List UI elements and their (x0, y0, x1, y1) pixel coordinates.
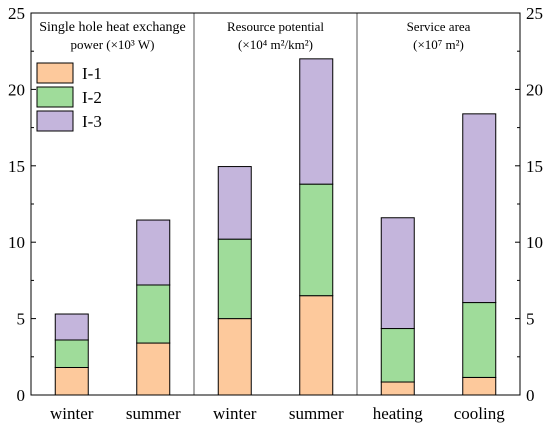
group-labels: Single hole heat exchange power (×10³ W) R… (39, 19, 470, 52)
right-tick-label: 20 (526, 80, 543, 99)
plot-frame (30, 12, 521, 396)
legend: I-1 I-2 I-3 (36, 62, 102, 132)
bar-i-3-5 (462, 113, 497, 304)
bar-i-2-2 (217, 238, 252, 320)
left-tick-label: 15 (8, 157, 25, 176)
left-y-axis: 0 5 10 15 20 25 (8, 4, 36, 405)
left-tick-label: 25 (8, 4, 25, 23)
x-tick-label: cooling (454, 404, 505, 423)
group-dividers (193, 13, 358, 395)
bars (54, 58, 497, 396)
x-tick-label: heating (373, 404, 424, 423)
bar-i-1-2 (217, 318, 252, 396)
legend-label: I-3 (82, 112, 102, 131)
bar-i-3-2 (217, 166, 252, 240)
left-tick-label: 0 (17, 386, 26, 405)
bar-i-1-1 (136, 342, 171, 396)
group-label-line1: Resource potential (227, 19, 324, 34)
bar-i-2-0 (54, 339, 89, 368)
x-tick-label: winter (50, 404, 94, 423)
x-tick-label: winter (213, 404, 257, 423)
bar-i-3-0 (54, 313, 89, 341)
bar-i-2-4 (380, 328, 415, 383)
left-tick-label: 10 (8, 233, 25, 252)
right-tick-label: 25 (526, 4, 543, 23)
bar-i-3-3 (299, 58, 334, 185)
x-tick-label: summer (126, 404, 181, 423)
group-label-line1: Single hole heat exchange (39, 20, 186, 35)
bar-i-3-1 (136, 219, 171, 286)
legend-swatch-i-2 (36, 86, 74, 108)
group-label-line1: Service area (407, 19, 471, 34)
group-label-line2: power (×10³ W) (71, 37, 155, 52)
bar-i-1-0 (54, 366, 89, 396)
right-y-axis: 0 5 10 15 20 25 (515, 4, 543, 405)
group-label-line2: (×10⁴ m²/km²) (238, 37, 313, 52)
bar-i-2-1 (136, 284, 171, 344)
bar-i-1-3 (299, 295, 334, 396)
left-tick-label: 20 (8, 80, 25, 99)
group-label-line2: (×10⁷ m²) (413, 37, 464, 52)
left-tick-label: 5 (17, 310, 26, 329)
legend-label: I-1 (82, 64, 102, 83)
right-tick-label: 0 (526, 386, 535, 405)
right-tick-label: 15 (526, 157, 543, 176)
right-tick-label: 10 (526, 233, 543, 252)
bar-i-3-4 (380, 217, 415, 330)
bar-i-1-4 (380, 381, 415, 396)
legend-swatch-i-1 (36, 62, 74, 84)
bar-i-2-5 (462, 302, 497, 378)
bar-i-2-3 (299, 183, 334, 297)
right-tick-label: 5 (526, 310, 535, 329)
x-tick-label: summer (289, 404, 344, 423)
legend-swatch-i-3 (36, 110, 74, 132)
bar-i-1-5 (462, 376, 497, 396)
x-axis: winter summer winter summer heating cooling (50, 404, 505, 423)
legend-label: I-2 (82, 88, 102, 107)
